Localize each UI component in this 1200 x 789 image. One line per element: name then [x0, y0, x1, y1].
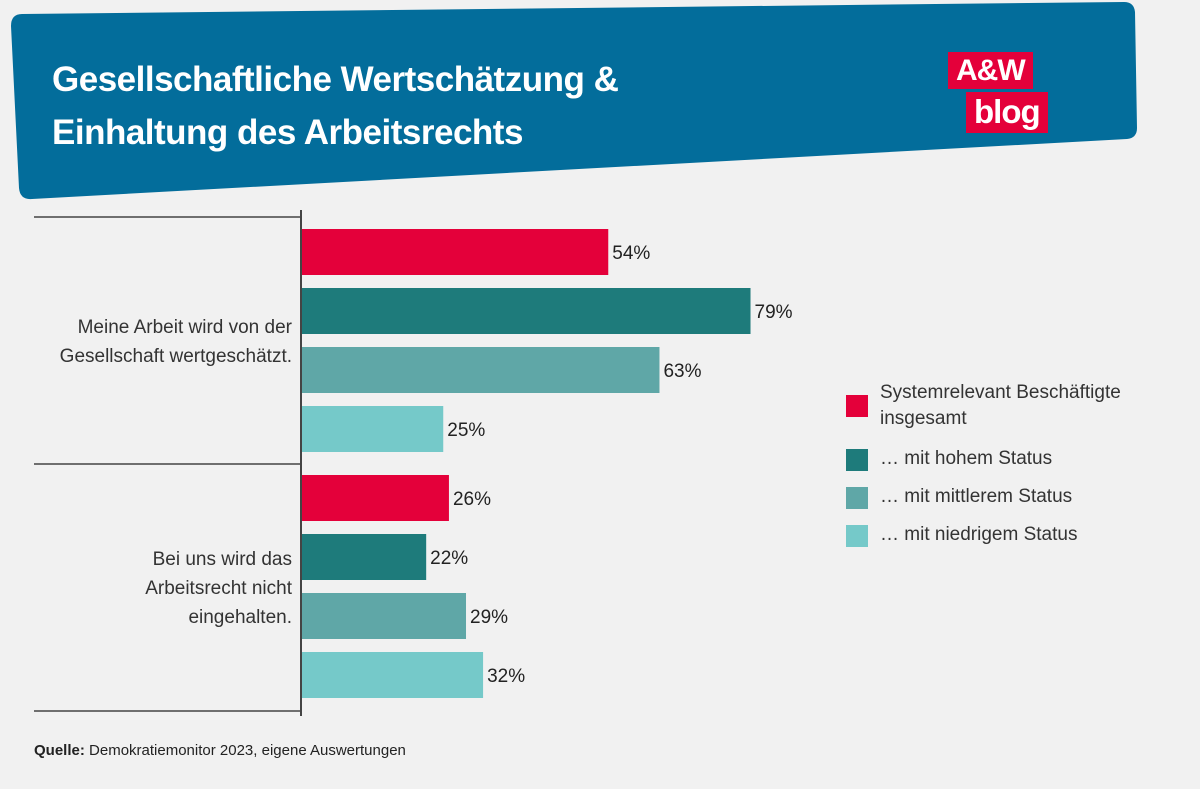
category-label-line: eingehalten. [188, 607, 292, 628]
data-label-medium-status-cat1: 63% [663, 361, 701, 382]
data-label-low-status-cat2: 32% [487, 666, 525, 687]
category-label-line: Meine Arbeit wird von der [77, 317, 292, 338]
legend-swatch-medium-status [846, 487, 868, 509]
data-label-overall-cat1: 54% [612, 243, 650, 264]
legend-label-high-status: … mit hohem Status [880, 448, 1053, 469]
category-label-labor-law: Bei uns wird das Arbeitsrecht nicht eingeh… [145, 545, 292, 632]
data-label-high-status-cat1: 79% [755, 302, 793, 323]
category-label-line: Gesellschaft wertgeschätzt. [59, 346, 292, 367]
source-text: Demokratiemonitor 2023, eigene Auswertun… [89, 742, 406, 759]
aw-blog-logo[interactable]: A&W blog [948, 52, 1058, 136]
bar-high-status-cat1 [301, 288, 751, 334]
data-label-medium-status-cat2: 29% [470, 607, 508, 628]
bar-medium-status-cat1 [301, 347, 660, 393]
data-label-low-status-cat1: 25% [447, 420, 485, 441]
bar-overall-cat2 [301, 475, 449, 521]
category-label-appreciation: Meine Arbeit wird von der Gesellschaft we… [60, 313, 292, 371]
bar-overall-cat1 [301, 229, 609, 275]
legend-label-overall: Systemrelevant Beschäftigte insgesamt [880, 382, 1121, 429]
chart-title-line1: Gesellschaftliche Wertschätzung & [52, 60, 619, 99]
bar-low-status-cat1 [301, 406, 444, 452]
bar-low-status-cat2 [301, 652, 484, 698]
logo-text-aw: A&W [948, 52, 1033, 89]
category-label-line: Arbeitsrecht nicht [145, 578, 292, 599]
title-banner [11, 2, 1137, 200]
legend-swatch-high-status [846, 449, 868, 471]
source-note: Quelle: Demokratiemonitor 2023, eigene A… [34, 742, 406, 759]
data-label-high-status-cat2: 22% [430, 548, 468, 569]
category-label-line: Bei uns wird das [152, 549, 292, 570]
legend-label-medium-status: … mit mittlerem Status [880, 486, 1073, 507]
legend-swatch-overall [846, 395, 868, 417]
data-label-overall-cat2: 26% [453, 489, 491, 510]
legend-label-low-status: … mit niedrigem Status [880, 524, 1078, 545]
source-label: Quelle: [34, 742, 85, 759]
chart-title-line2: Einhaltung des Arbeitsrechts [52, 113, 523, 152]
legend-swatch-low-status [846, 525, 868, 547]
bar-high-status-cat2 [301, 534, 427, 580]
logo-text-blog: blog [966, 92, 1048, 133]
bar-medium-status-cat2 [301, 593, 467, 639]
